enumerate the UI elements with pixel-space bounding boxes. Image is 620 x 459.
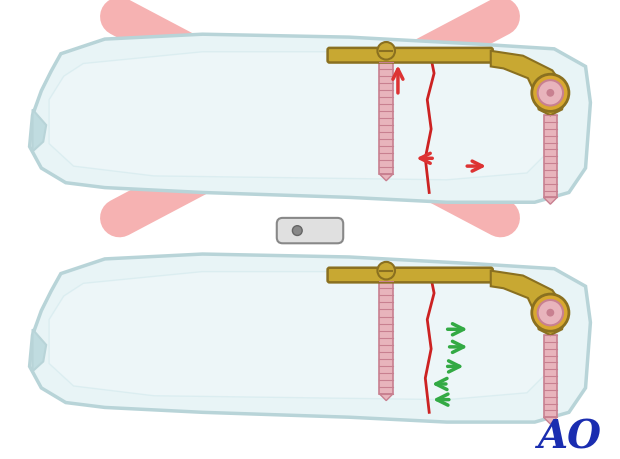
Polygon shape [49,272,551,400]
Circle shape [378,42,395,60]
Polygon shape [32,109,46,151]
Polygon shape [49,52,551,180]
Circle shape [538,300,563,325]
Polygon shape [30,34,590,202]
Polygon shape [544,197,557,204]
FancyBboxPatch shape [327,48,493,62]
FancyBboxPatch shape [327,268,493,282]
Polygon shape [32,329,46,371]
Polygon shape [491,51,566,115]
Circle shape [378,262,395,280]
Polygon shape [30,254,590,422]
FancyBboxPatch shape [379,62,393,174]
Circle shape [532,74,569,112]
FancyBboxPatch shape [277,218,343,243]
FancyBboxPatch shape [544,115,557,197]
Polygon shape [544,417,557,424]
Circle shape [293,226,302,235]
Circle shape [546,89,554,97]
FancyBboxPatch shape [379,281,393,394]
Circle shape [532,294,569,331]
FancyBboxPatch shape [544,335,557,417]
Polygon shape [491,271,566,335]
Circle shape [546,309,554,317]
Polygon shape [379,174,393,181]
Polygon shape [379,394,393,401]
Text: AO: AO [537,419,601,457]
Circle shape [538,80,563,106]
